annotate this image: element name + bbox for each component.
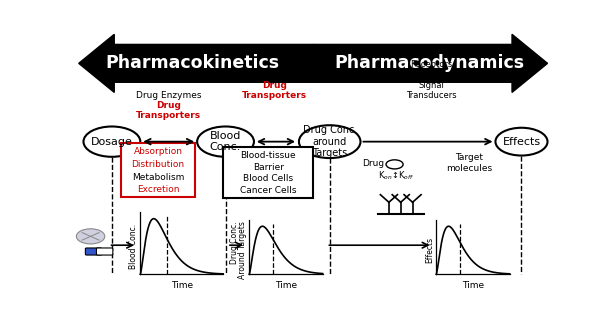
Text: Barrier: Barrier — [253, 163, 284, 172]
Text: Drug Conc.
Around Targets: Drug Conc. Around Targets — [230, 221, 247, 279]
Text: Effects: Effects — [425, 237, 434, 263]
FancyBboxPatch shape — [223, 147, 313, 198]
Text: Time: Time — [170, 280, 193, 290]
Text: Blood Conc.: Blood Conc. — [129, 224, 138, 269]
Circle shape — [76, 229, 105, 244]
Text: Blood-tissue: Blood-tissue — [240, 151, 296, 160]
Text: Time: Time — [275, 280, 297, 290]
Text: Time: Time — [462, 280, 484, 290]
Text: Target
molecules: Target molecules — [447, 154, 492, 173]
Text: Drug Conc.
around
Targets: Drug Conc. around Targets — [302, 125, 357, 158]
FancyBboxPatch shape — [122, 143, 195, 197]
Text: Receptors
Enzymes
Signal
Transducers: Receptors Enzymes Signal Transducers — [406, 60, 457, 100]
Circle shape — [197, 127, 254, 157]
Text: Drug Enzymes: Drug Enzymes — [136, 91, 202, 100]
Circle shape — [496, 128, 547, 155]
Circle shape — [299, 125, 360, 158]
Text: Drug
Transporters: Drug Transporters — [242, 81, 307, 100]
Circle shape — [386, 160, 403, 169]
Text: Absorption: Absorption — [134, 148, 183, 156]
Text: Dosage: Dosage — [91, 137, 133, 147]
Text: Cancer Cells: Cancer Cells — [240, 186, 296, 195]
Text: Effects: Effects — [502, 137, 541, 147]
Text: Distribution: Distribution — [131, 160, 185, 169]
Text: Drug
Transporters: Drug Transporters — [136, 101, 201, 120]
Circle shape — [84, 127, 141, 157]
Text: K$_{on}$↕K$_{off}$: K$_{on}$↕K$_{off}$ — [378, 170, 415, 182]
Text: Pharmacodynamics: Pharmacodynamics — [334, 54, 524, 72]
Text: Drug: Drug — [362, 159, 384, 168]
Polygon shape — [313, 34, 547, 92]
FancyBboxPatch shape — [86, 248, 102, 255]
FancyBboxPatch shape — [97, 248, 113, 255]
Text: Excretion: Excretion — [137, 185, 179, 194]
Text: Blood Cells: Blood Cells — [243, 174, 293, 183]
Text: Pharmacokinetics: Pharmacokinetics — [105, 54, 279, 72]
Text: Metabolism: Metabolism — [132, 173, 185, 182]
Text: Blood
Conc.: Blood Conc. — [210, 131, 241, 153]
Polygon shape — [79, 34, 313, 92]
